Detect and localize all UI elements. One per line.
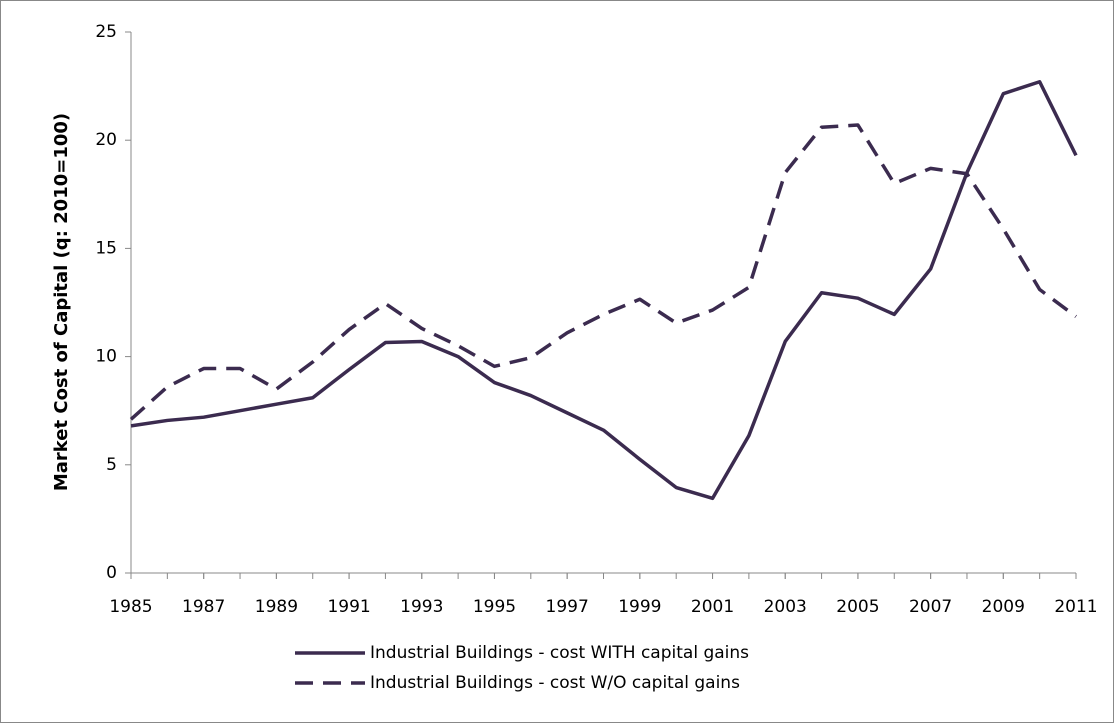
x-tick-label: 1999 xyxy=(618,597,661,617)
legend-label: Industrial Buildings - cost W/O capital … xyxy=(370,673,740,693)
y-tick-label: 0 xyxy=(106,563,117,583)
x-tick-label: 1989 xyxy=(255,597,298,617)
data-line xyxy=(130,80,1078,501)
x-tick-label: 2007 xyxy=(909,597,952,617)
x-tick-label: 2005 xyxy=(836,597,879,617)
x-tick-label: 2009 xyxy=(982,597,1025,617)
x-tick-label: 1991 xyxy=(327,597,370,617)
x-tick-label: 1985 xyxy=(109,597,152,617)
x-tick-label: 2011 xyxy=(1054,597,1097,617)
y-tick-label: 20 xyxy=(95,130,117,150)
y-tick-label: 15 xyxy=(95,238,117,258)
x-tick-label: 1995 xyxy=(473,597,516,617)
legend-label: Industrial Buildings - cost WITH capital… xyxy=(370,643,749,663)
y-tick-label: 10 xyxy=(95,347,117,367)
x-tick-label: 2003 xyxy=(764,597,807,617)
y-axis-label: Market Cost of Capital (q: 2010=100) xyxy=(51,113,72,491)
y-tick-label: 25 xyxy=(95,22,117,42)
x-tick-label: 1987 xyxy=(182,597,225,617)
y-tick-label: 5 xyxy=(106,455,117,475)
x-tick-label: 2001 xyxy=(691,597,734,617)
x-tick-label: 1993 xyxy=(400,597,443,617)
data-line xyxy=(129,123,1078,421)
x-tick-label: 1997 xyxy=(546,597,589,617)
